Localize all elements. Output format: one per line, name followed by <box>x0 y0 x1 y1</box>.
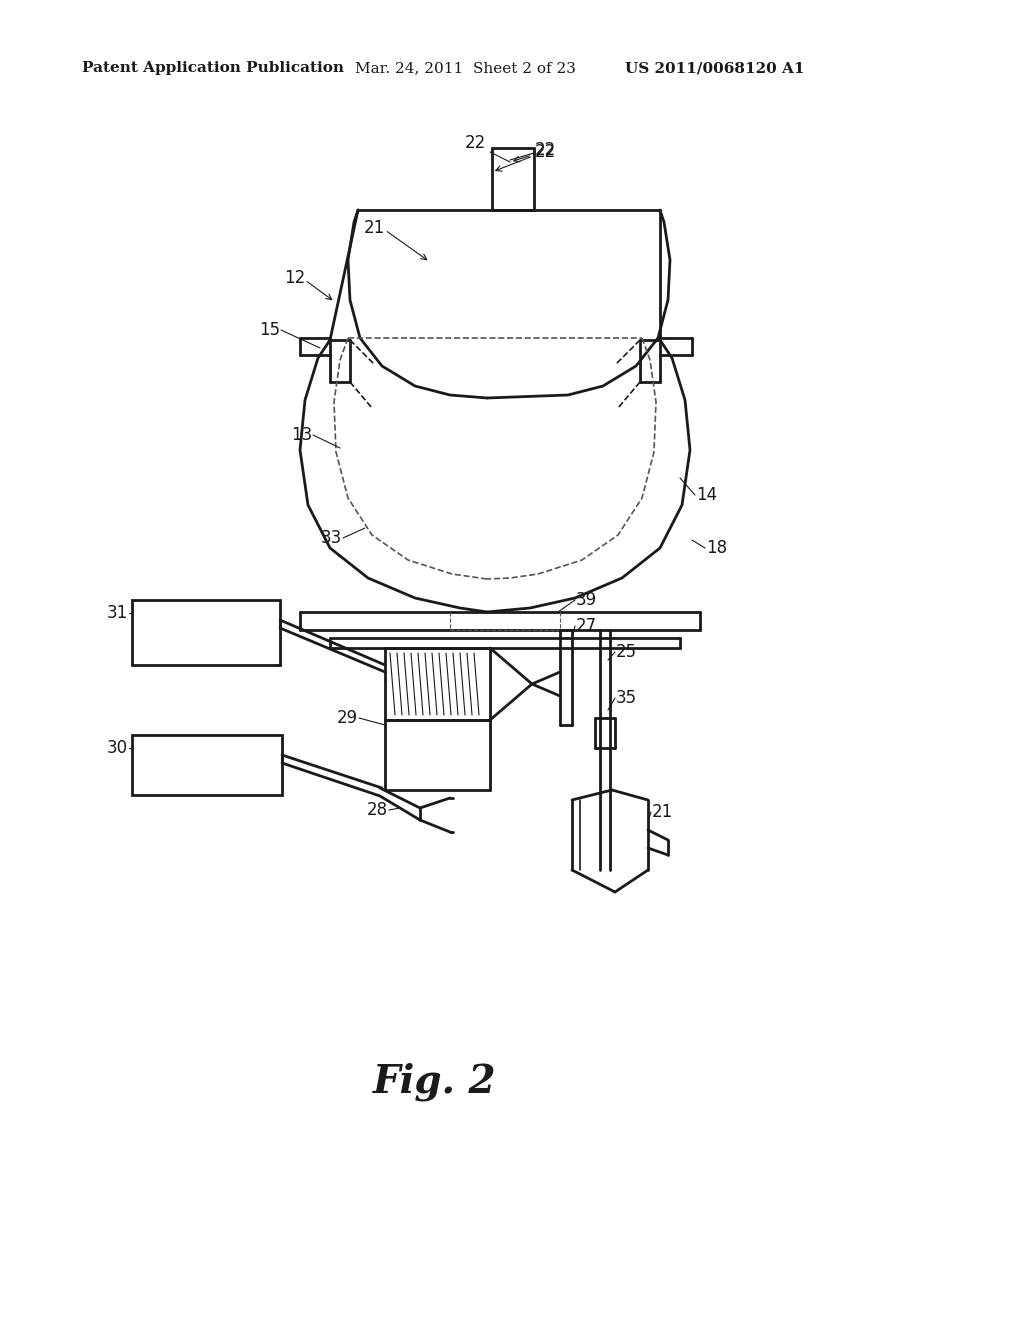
Text: 27: 27 <box>575 616 597 635</box>
Text: 22: 22 <box>535 141 556 158</box>
Text: 22: 22 <box>464 135 485 152</box>
Text: 13: 13 <box>291 426 312 444</box>
Text: 28: 28 <box>367 801 388 818</box>
Text: 31: 31 <box>106 605 128 622</box>
Text: US 2011/0068120 A1: US 2011/0068120 A1 <box>625 61 805 75</box>
Text: 18: 18 <box>706 539 727 557</box>
Text: 35: 35 <box>616 689 637 708</box>
Bar <box>132 601 280 665</box>
Text: 15: 15 <box>259 321 280 339</box>
Text: 30: 30 <box>106 739 128 756</box>
Text: 29: 29 <box>337 709 358 727</box>
Text: Mar. 24, 2011  Sheet 2 of 23: Mar. 24, 2011 Sheet 2 of 23 <box>355 61 575 75</box>
Text: 22: 22 <box>535 143 556 161</box>
Text: 25: 25 <box>616 643 637 661</box>
Text: 33: 33 <box>321 529 342 546</box>
Text: 39: 39 <box>575 591 597 609</box>
Text: 12: 12 <box>284 269 305 286</box>
Text: 21: 21 <box>652 803 673 821</box>
Text: Fig. 2: Fig. 2 <box>374 1063 497 1101</box>
Text: 14: 14 <box>696 486 717 504</box>
Text: 21: 21 <box>364 219 385 238</box>
Bar <box>132 735 282 795</box>
Bar <box>492 148 534 210</box>
Text: Patent Application Publication: Patent Application Publication <box>82 61 344 75</box>
